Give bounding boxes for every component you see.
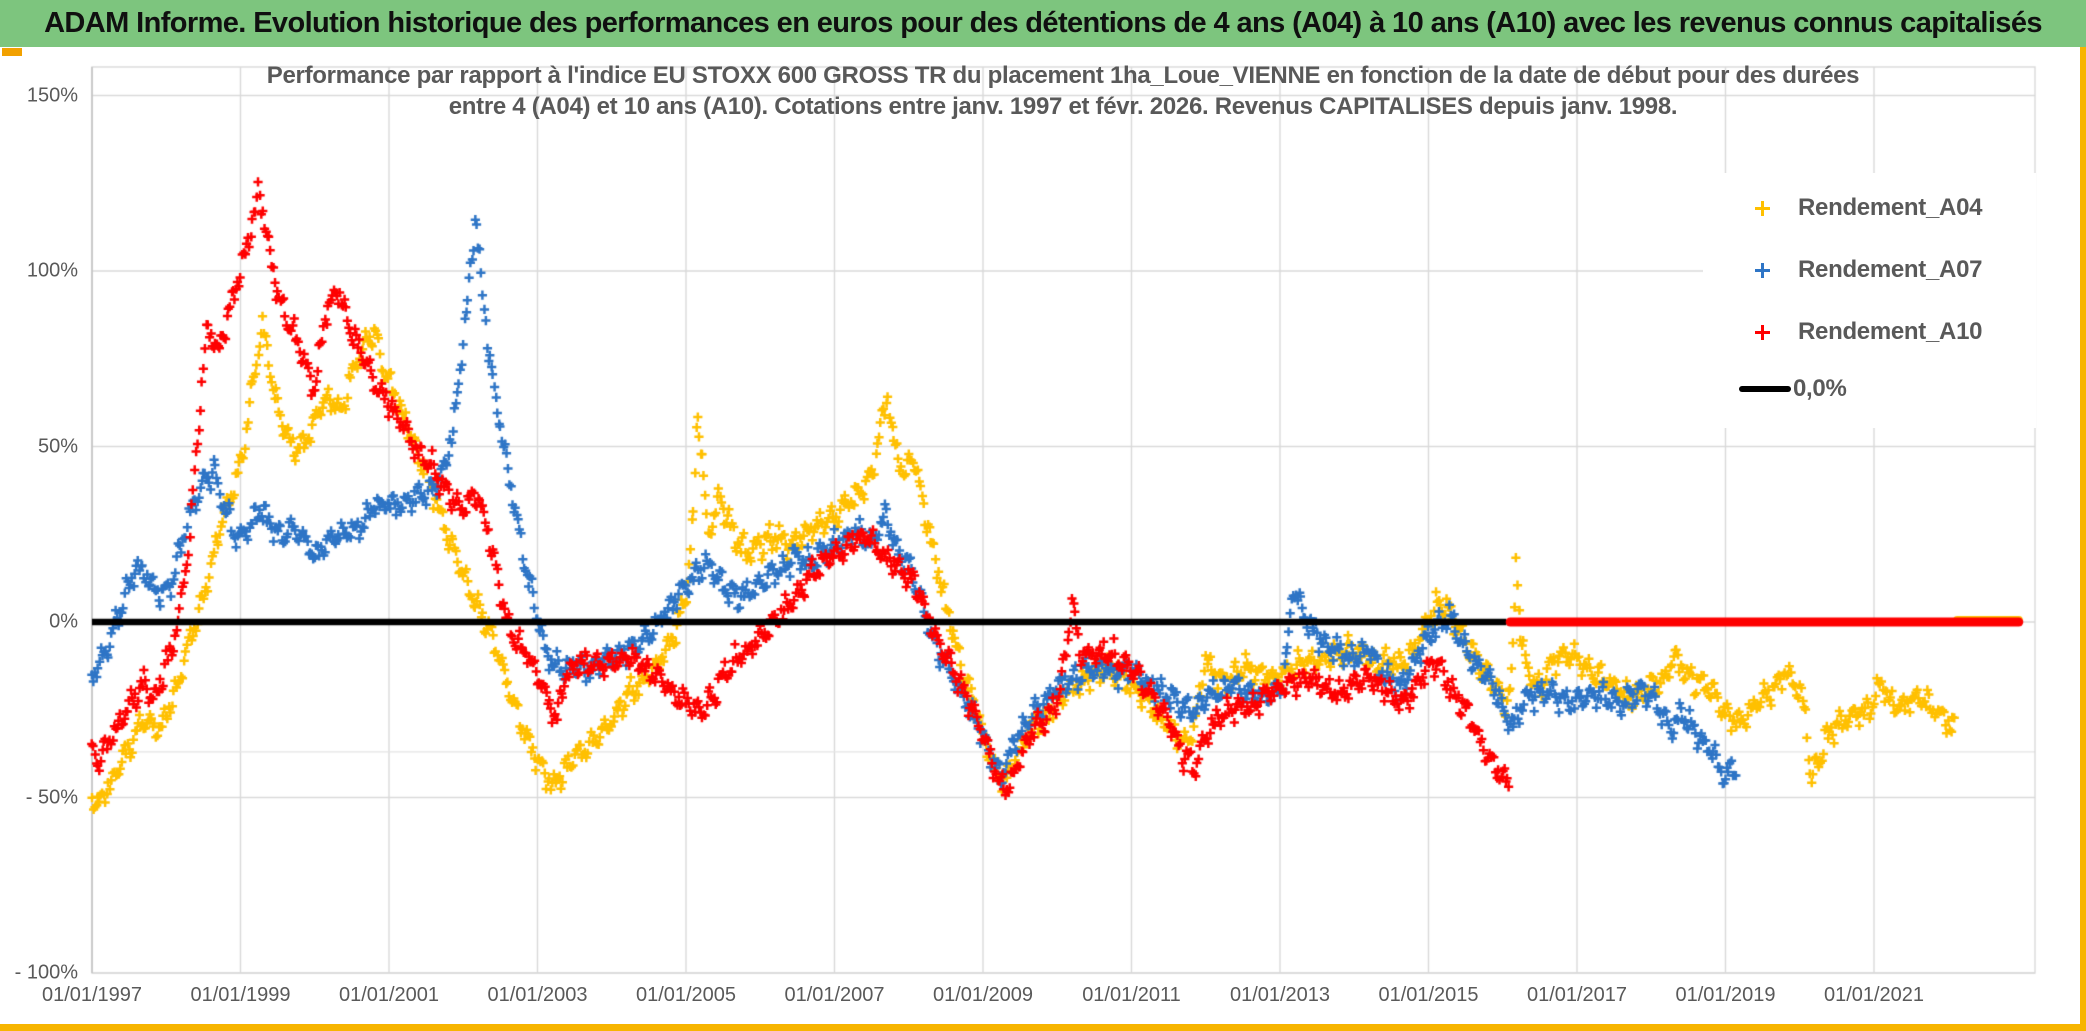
legend-item-rendement-a04: Rendement_A04 bbox=[1703, 188, 2036, 228]
x-tick-label: 01/01/2019 bbox=[1675, 984, 1776, 1006]
frame-corner-chip bbox=[2, 48, 22, 56]
x-tick-label: 01/01/2005 bbox=[635, 984, 737, 1006]
report-title: ADAM Informe. Evolution historique des p… bbox=[44, 7, 2042, 39]
legend-label: Rendement_A10 bbox=[1798, 318, 1983, 345]
x-tick-label: 01/01/2003 bbox=[487, 984, 588, 1006]
legend-item-rendement-a07: Rendement_A07 bbox=[1703, 250, 2036, 290]
x-tick-label: 01/01/2013 bbox=[1229, 984, 1331, 1006]
y-tick-label: 50% bbox=[37, 435, 78, 457]
legend-item-zero-line: 0,0% bbox=[1703, 369, 2036, 409]
y-tick-label: - 100% bbox=[14, 961, 78, 984]
legend-label: Rendement_A04 bbox=[1798, 194, 1983, 221]
chart-title-line2: entre 4 (A04) et 10 ans (A10). Cotations… bbox=[448, 93, 1678, 120]
legend-item-rendement-a10: Rendement_A10 bbox=[1703, 312, 2036, 352]
plus-marker-icon bbox=[1755, 262, 1770, 278]
legend-label: Rendement_A07 bbox=[1798, 256, 1983, 283]
x-tick-label: 01/01/1999 bbox=[190, 984, 291, 1006]
report-title-bar: ADAM Informe. Evolution historique des p… bbox=[0, 0, 2086, 47]
plus-marker-icon bbox=[1755, 324, 1770, 340]
x-tick-label: 01/01/1997 bbox=[41, 984, 143, 1006]
y-tick-label: 150% bbox=[26, 84, 78, 106]
x-tick-label: 01/01/2021 bbox=[1823, 984, 1925, 1006]
x-tick-label: 01/01/2009 bbox=[932, 984, 1034, 1006]
x-tick-label: 01/01/2017 bbox=[1526, 984, 1628, 1006]
x-tick-label: 01/01/2015 bbox=[1378, 984, 1479, 1006]
plus-marker-icon bbox=[1755, 200, 1770, 216]
chart-title-line1: Performance par rapport à l'indice EU ST… bbox=[266, 62, 1860, 89]
frame-right-stripe bbox=[2080, 47, 2086, 1031]
x-tick-label: 01/01/2011 bbox=[1082, 984, 1181, 1006]
chart-legend: Rendement_A04 Rendement_A07 Rendement_A1… bbox=[1703, 173, 2036, 428]
legend-label: 0,0% bbox=[1793, 375, 1847, 402]
zero-line-sample-icon bbox=[1739, 386, 1791, 392]
y-tick-label: 100% bbox=[26, 259, 78, 282]
y-tick-label: - 50% bbox=[25, 786, 78, 808]
y-tick-label: 0% bbox=[49, 610, 78, 633]
frame-bottom-stripe bbox=[0, 1024, 2086, 1031]
x-tick-label: 01/01/2001 bbox=[338, 984, 440, 1006]
x-tick-label: 01/01/2007 bbox=[784, 984, 885, 1006]
